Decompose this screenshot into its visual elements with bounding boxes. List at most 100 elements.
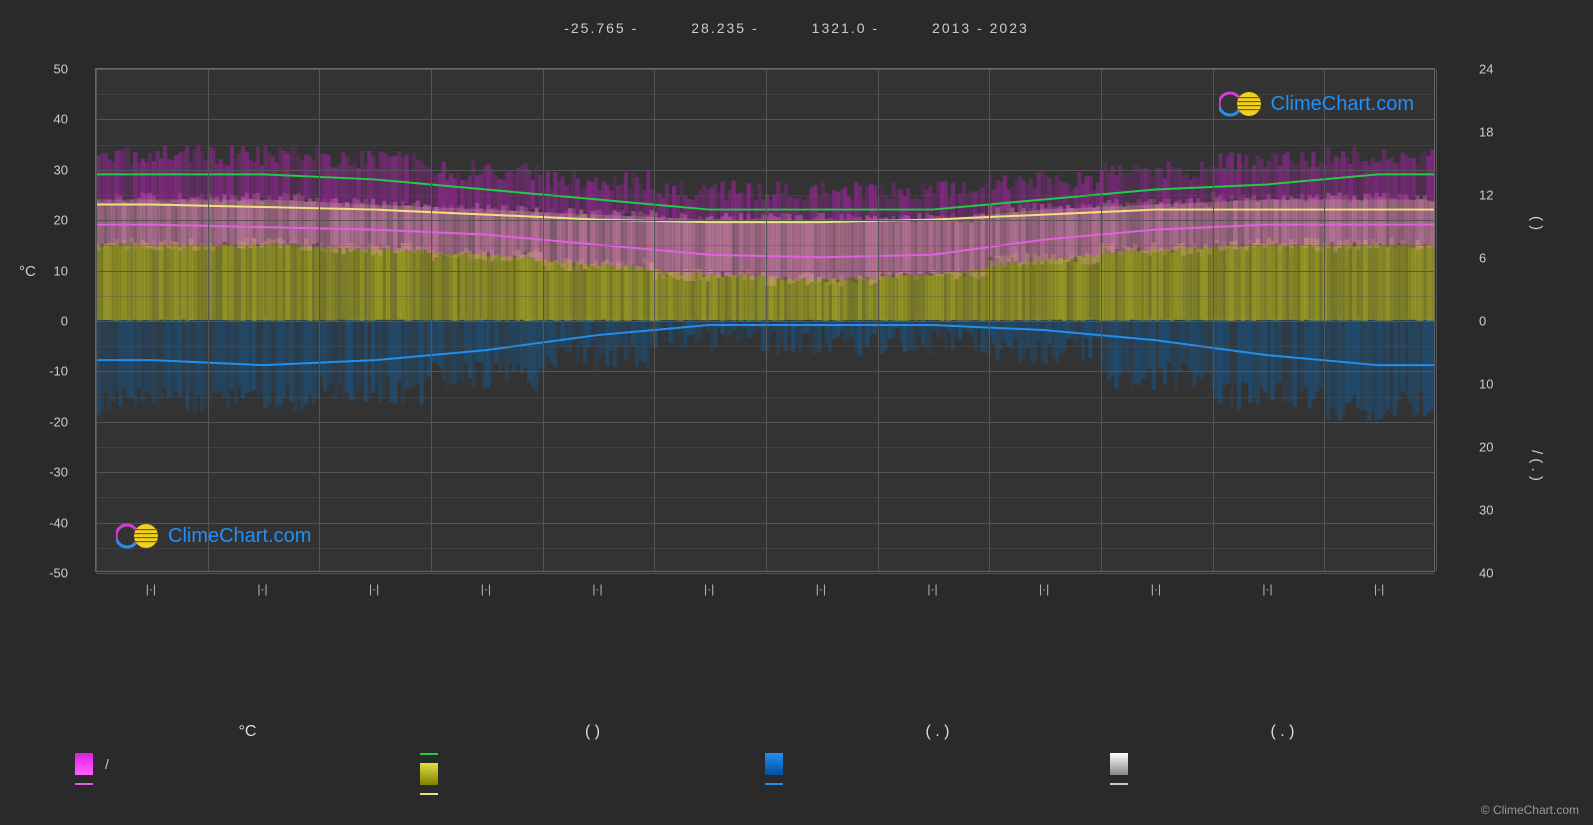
y-tick-left: 30 (28, 162, 68, 177)
lat-value: -25.765 - (564, 20, 638, 36)
x-tick: |·| (704, 582, 714, 596)
grid-line-h (96, 170, 1434, 171)
grid-line-v (431, 69, 432, 571)
grid-line-h (96, 371, 1434, 372)
grid-line-h (96, 422, 1434, 423)
legend-column: / (75, 753, 420, 795)
grid-line-v (766, 69, 767, 571)
x-tick: |·| (1374, 582, 1384, 596)
grid-line-h (96, 69, 1434, 70)
y-axis-right-label-lower: / ( . ) (1528, 450, 1545, 481)
y-tick-left: 0 (28, 314, 68, 329)
x-tick: |·| (257, 582, 267, 596)
years-value: 2013 - 2023 (932, 20, 1029, 36)
legend: °C ( ) ( . ) ( . ) / (75, 723, 1455, 795)
chart-container: °C ( ) / ( . ) 50403020100-10-20-30-40-5… (75, 60, 1455, 580)
lon-value: 28.235 - (691, 20, 758, 36)
y-tick-left: 10 (28, 263, 68, 278)
legend-item (75, 783, 420, 785)
legend-swatch-line (420, 793, 438, 795)
y-tick-right: 6 (1479, 251, 1519, 266)
x-tick: |·| (1039, 582, 1049, 596)
legend-column (765, 753, 1110, 795)
legend-item: / (75, 753, 420, 775)
grid-line-h (96, 271, 1434, 272)
legend-item (420, 793, 765, 795)
grid-line-h-minor (96, 245, 1434, 246)
legend-item (765, 753, 1110, 775)
legend-item (1110, 753, 1455, 775)
grid-line-v (319, 69, 320, 571)
legend-swatch-box (420, 763, 438, 785)
legend-swatch-line (1110, 783, 1128, 785)
grid-line-h-minor (96, 447, 1434, 448)
x-tick: |·| (1151, 582, 1161, 596)
y-tick-right: 30 (1479, 503, 1519, 518)
legend-label: / (105, 756, 109, 772)
y-tick-left: -50 (28, 566, 68, 581)
legend-column (1110, 753, 1455, 795)
elev-value: 1321.0 - (812, 20, 879, 36)
grid-line-h-minor (96, 145, 1434, 146)
y-tick-left: -20 (28, 414, 68, 429)
legend-header: ( . ) (1110, 723, 1455, 741)
grid-line-v (1101, 69, 1102, 571)
y-tick-left: 40 (28, 112, 68, 127)
y-tick-right: 0 (1479, 314, 1519, 329)
grid-line-h (96, 220, 1434, 221)
plot-area: 50403020100-10-20-30-40-50 2418126010203… (95, 68, 1435, 572)
grid-line-v (989, 69, 990, 571)
y-tick-right: 12 (1479, 188, 1519, 203)
legend-swatch-box (765, 753, 783, 775)
grid-line-v (1436, 69, 1437, 571)
x-tick: |·| (146, 582, 156, 596)
legend-swatch-line (420, 753, 438, 755)
y-tick-right: 20 (1479, 440, 1519, 455)
legend-items: / (75, 753, 1455, 795)
y-tick-right: 18 (1479, 125, 1519, 140)
legend-header: ( . ) (765, 723, 1110, 741)
grid-line-h-minor (96, 94, 1434, 95)
grid-line-h (96, 119, 1434, 120)
y-tick-right: 24 (1479, 62, 1519, 77)
grid-line-h (96, 523, 1434, 524)
grid-line-h (96, 321, 1434, 322)
legend-item (420, 763, 765, 785)
grid-line-v (208, 69, 209, 571)
grid-line-h-minor (96, 497, 1434, 498)
y-axis-right-label-upper: ( ) (1528, 216, 1545, 230)
y-tick-right: 10 (1479, 377, 1519, 392)
legend-swatch-line (765, 783, 783, 785)
legend-swatch-box (75, 753, 93, 775)
x-axis: |·| |·| |·| |·| |·| |·| |·| |·| |·| |·| |·| |·| (95, 582, 1435, 602)
grid-line-v (543, 69, 544, 571)
grid-line-h-minor (96, 397, 1434, 398)
grid-line-h (96, 573, 1434, 574)
x-tick: |·| (816, 582, 826, 596)
grid-line-h-minor (96, 296, 1434, 297)
grid-line-v (878, 69, 879, 571)
x-tick: |·| (1262, 582, 1272, 596)
y-tick-left: -40 (28, 515, 68, 530)
x-tick: |·| (927, 582, 937, 596)
chart-header-info: -25.765 - 28.235 - 1321.0 - 2013 - 2023 (564, 20, 1029, 36)
y-tick-left: 20 (28, 213, 68, 228)
y-tick-left: -10 (28, 364, 68, 379)
grid-line-h-minor (96, 195, 1434, 196)
x-tick: |·| (592, 582, 602, 596)
copyright: © ClimeChart.com (1481, 803, 1579, 817)
grid-line-v (654, 69, 655, 571)
y-tick-right: 40 (1479, 566, 1519, 581)
legend-item (420, 753, 765, 755)
legend-header: °C (75, 723, 420, 741)
grid-line-h (96, 472, 1434, 473)
x-tick: |·| (369, 582, 379, 596)
grid-line-h-minor (96, 548, 1434, 549)
x-tick: |·| (481, 582, 491, 596)
grid-line-h-minor (96, 346, 1434, 347)
legend-column (420, 753, 765, 795)
y-tick-left: 50 (28, 62, 68, 77)
grid-line-v (96, 69, 97, 571)
legend-swatch-box (1110, 753, 1128, 775)
legend-item (765, 783, 1110, 785)
